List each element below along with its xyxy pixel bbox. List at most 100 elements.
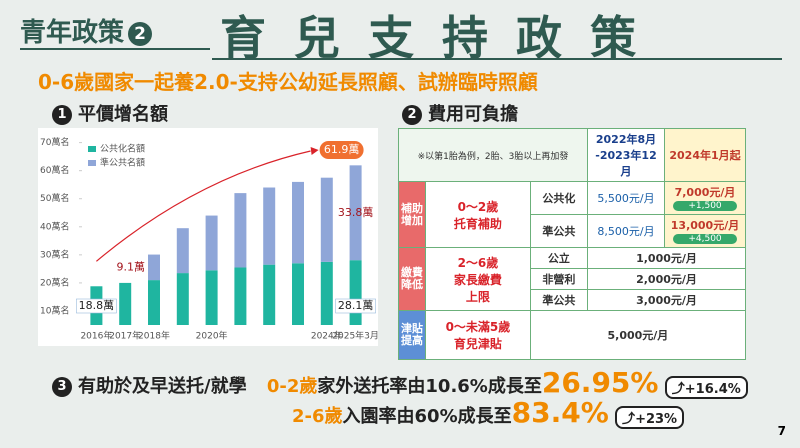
type: 公共化 (529, 181, 589, 215)
data-label: 18.8萬 (79, 299, 115, 312)
bar-segment (263, 264, 276, 325)
bar-segment (148, 254, 160, 281)
amount: 8,500元/月 (587, 214, 665, 248)
type: 準公共 (529, 214, 589, 248)
bar-segment (234, 193, 247, 268)
label-box (335, 298, 376, 314)
section-heading: 1 平價增名額 (52, 100, 168, 126)
label-box (76, 298, 117, 314)
group-label: 津貼提高 (398, 310, 426, 360)
bar-segment (205, 270, 218, 325)
note: ※以第1胎為例，2胎、3胎以上再加發 (398, 128, 588, 182)
table-row: ※以第1胎為例，2胎、3胎以上再加發 2022年8月 -2023年12月 2024年… (398, 128, 746, 182)
tag-number: 2 (128, 21, 153, 46)
item: 2～6歲 家長繳費 上限 (425, 247, 531, 311)
type: 準公共 (529, 289, 589, 311)
x-tick-label: 2016年 (80, 330, 112, 342)
legend-label: 公共化名額 (100, 143, 145, 155)
section-number: 2 (402, 105, 422, 125)
x-tick-label: 2017年 (109, 330, 141, 342)
y-tick-label: 50萬名 (40, 192, 69, 204)
x-tick-label: 2018年 (138, 330, 170, 342)
bar-segment (176, 228, 189, 274)
stat-age: 2-6歲 (292, 406, 343, 427)
bar-segment (349, 165, 362, 261)
y-tick-label: 30萬名 (40, 248, 69, 260)
x-tick-label: 2024年 (311, 330, 343, 342)
increase: +1,500 (673, 201, 737, 211)
bar-segment (292, 181, 304, 264)
rule (212, 58, 782, 60)
y-tick-label: 70萬名 (40, 136, 69, 148)
section-title: 平價增名額 (78, 104, 168, 125)
y-tick-label: 20萬名 (40, 276, 69, 288)
subtitle: 0-6歲國家一起養2.0-支持公幼延長照顧、試辦臨時照顧 (38, 70, 538, 94)
chart-panel: 10萬名 20萬名 30萬名 40萬名 50萬名 60萬名 70萬名公共化名額準公共名額 20… (38, 128, 379, 346)
stat-value: 83.4% (511, 396, 609, 429)
tag-text: 青年政策 (20, 18, 125, 48)
data-label: 9.1萬 (117, 260, 146, 273)
bar-segment (320, 177, 333, 262)
stat-value: 26.95% (541, 366, 659, 399)
increase: +4,500 (673, 234, 737, 244)
amount: 5,500元/月 (587, 181, 665, 215)
title: 育 兒 支 持 政 策 (220, 11, 643, 65)
section-number: 3 (52, 377, 72, 397)
stat-age: 0-2歲 (266, 376, 318, 397)
section-heading: 2 費用可負擔 (402, 100, 518, 126)
amount: 3,000元/月 (587, 289, 746, 311)
section-title: 有助於及早送托/就學 (78, 376, 247, 397)
bar-segment (263, 187, 276, 265)
y-tick-label: 10萬名 (40, 304, 69, 316)
new: 7,000元/月 (674, 186, 736, 199)
bar-segment (292, 263, 304, 325)
bar-segment (176, 273, 189, 325)
legend-swatch (88, 160, 96, 166)
x-tick-label: 2025年3月 (332, 330, 378, 342)
period-header: 2024年1月起 (664, 128, 746, 182)
header-tag: 青年政策 2 (20, 12, 153, 49)
annotation-box (319, 141, 364, 159)
y-tick-label: 60萬名 (40, 164, 69, 176)
stat-change: +16.4% (684, 381, 741, 397)
trend-arrow (96, 150, 311, 262)
new: 13,000元/月 (670, 219, 740, 232)
stat-change: +23% (635, 411, 678, 427)
annotation: 61.9萬 (324, 143, 360, 156)
table-row: 津貼提高 0～未滿5歲 育兒津貼 5,000元/月 (398, 310, 747, 360)
group-label: 補助增加 (398, 181, 426, 248)
table-row: 繳費降低 2～6歲 家長繳費 上限 公立 1,000元/月 (398, 247, 746, 311)
page-number: 7 (777, 424, 786, 438)
item: 0～2歲 托育補助 (425, 181, 531, 248)
bar-segment (148, 280, 160, 325)
new-amount: 13,000元/月 +4,500 (664, 214, 746, 248)
fee-table: ※以第1胎為例，2胎、3胎以上再加發 2022年8月 -2023年12月 2024年… (398, 128, 747, 360)
amount: 1,000元/月 (587, 247, 746, 269)
data-label: 28.1萬 (338, 299, 374, 312)
period-header: 2022年8月 -2023年12月 (587, 128, 665, 182)
stat-line: 3 有助於及早送托/就學 0-2歲家外送托率由10.6%成長至26.95% ⤴+1… (52, 366, 748, 399)
item: 0～未滿5歲 育兒津貼 (425, 310, 531, 360)
legend-swatch (88, 146, 96, 152)
stat-text: 家外送托率由10.6%成長至 (317, 376, 542, 397)
stat-line: 2-6歲入園率由60%成長至83.4% ⤴+23% (292, 396, 685, 429)
table-row: 補助增加 0～2歲 托育補助 公共化 5,500元/月 7,000元/月 +1,500 (398, 181, 746, 248)
group-label: 繳費降低 (398, 247, 426, 311)
legend-label: 準公共名額 (100, 157, 145, 169)
amount: 2,000元/月 (587, 268, 746, 290)
section-number: 1 (52, 105, 72, 125)
bar-segment (205, 215, 218, 271)
section-title: 費用可負擔 (428, 104, 518, 125)
amount: 5,000元/月 (529, 310, 747, 360)
bar-segment (234, 267, 247, 325)
y-tick-label: 40萬名 (40, 220, 69, 232)
bar-segment (119, 282, 132, 325)
type: 公立 (529, 247, 589, 269)
type: 非營利 (529, 268, 589, 290)
new-amount: 7,000元/月 +1,500 (664, 181, 746, 215)
stat-badge: ⤴+23% (615, 405, 685, 429)
table-row: 非營利 2,000元/月 (399, 268, 746, 290)
stat-text: 入園率由60%成長至 (342, 406, 512, 427)
